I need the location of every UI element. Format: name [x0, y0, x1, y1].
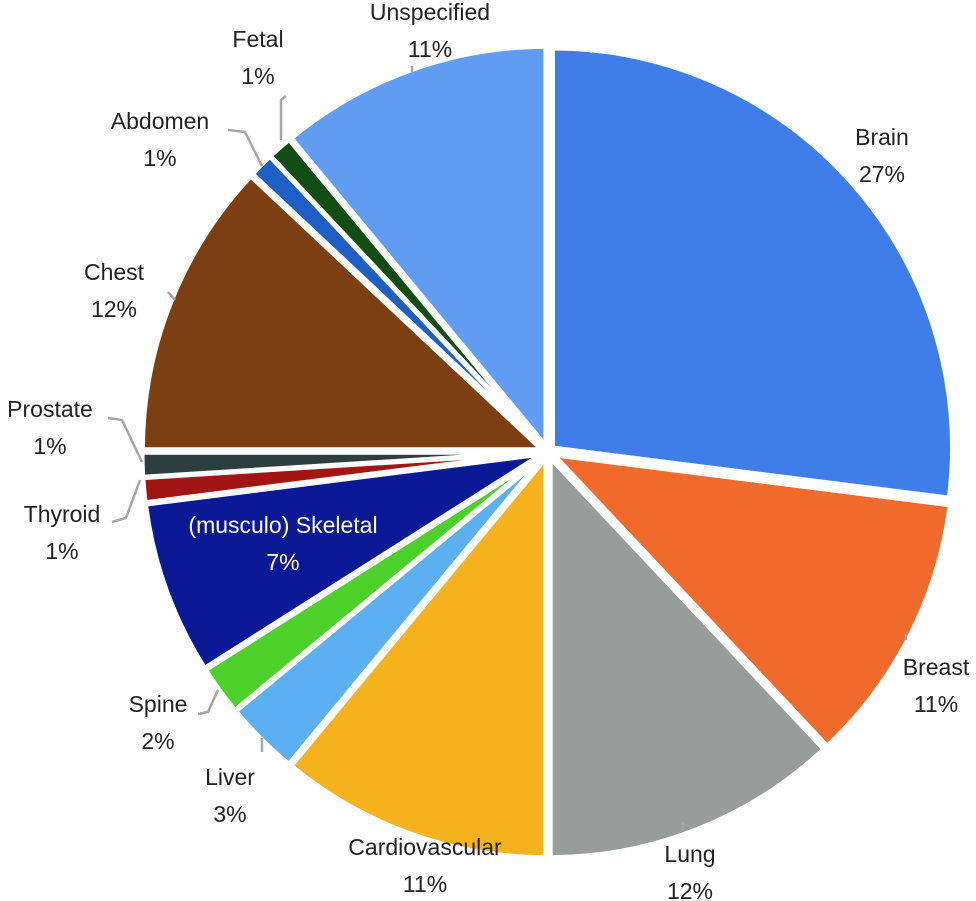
pie-slice-chest — [139, 173, 545, 453]
slice-name-spine: Spine — [129, 691, 188, 717]
slice-percent-lung: 12% — [667, 878, 713, 901]
slice-name-unspecified: Unspecified — [370, 0, 490, 25]
slice-label-abdomen: Abdomen 1% — [111, 108, 209, 171]
slice-percent-musculo-skeletal: 7% — [266, 549, 299, 575]
pie-slice-musculo-skeletal — [143, 451, 545, 671]
slice-name-abdomen: Abdomen — [111, 108, 209, 134]
slice-label-fetal: Fetal 1% — [232, 26, 283, 89]
leader-line-spine — [197, 689, 220, 716]
slice-name-breast: Breast — [903, 654, 970, 680]
slice-percent-brain: 27% — [859, 161, 905, 187]
slice-name-fetal: Fetal — [232, 26, 283, 52]
leader-lines — [107, 66, 908, 830]
slice-name-cardiovascular: Cardiovascular — [348, 834, 502, 860]
leader-line-thyroid — [111, 479, 142, 524]
slice-label-unspecified: Unspecified 11% — [370, 0, 490, 62]
slice-percent-abdomen: 1% — [143, 145, 176, 171]
pie-slice-cardiovascular — [288, 455, 549, 861]
pie-slices — [139, 43, 955, 861]
slice-percent-spine: 2% — [141, 728, 174, 754]
slice-label-spine: Spine 2% — [129, 691, 188, 754]
slice-label-musculo-skeletal: (musculo) Skeletal 7% — [188, 512, 377, 575]
slice-name-prostate: Prostate — [7, 396, 93, 422]
pie-slice-unspecified — [288, 43, 549, 449]
slice-percent-liver: 3% — [213, 801, 246, 827]
slice-labels: Brain 27% Breast 11% Lung 12% Cardiovascular 11… — [7, 0, 970, 901]
leader-line-chest — [167, 291, 176, 301]
pie-slice-brain — [550, 45, 955, 501]
slice-label-brain: Brain 27% — [855, 124, 909, 187]
slice-percent-thyroid: 1% — [45, 538, 78, 564]
slice-label-cardiovascular: Cardiovascular 11% — [348, 834, 502, 897]
slice-label-thyroid: Thyroid 1% — [24, 501, 101, 564]
leader-line-abdomen — [227, 128, 264, 167]
slice-name-thyroid: Thyroid — [24, 501, 101, 527]
slice-label-chest: Chest 12% — [84, 259, 145, 322]
slice-name-chest: Chest — [84, 259, 145, 285]
pie-slice-lung — [547, 455, 827, 861]
leader-line-prostate — [107, 416, 144, 463]
slice-label-liver: Liver 3% — [205, 764, 255, 827]
slice-name-musculo-skeletal: (musculo) Skeletal — [188, 512, 377, 538]
slice-percent-chest: 12% — [91, 296, 137, 322]
slice-label-lung: Lung 12% — [664, 841, 715, 901]
slice-name-brain: Brain — [855, 124, 909, 150]
slice-label-breast: Breast 11% — [903, 654, 970, 717]
leader-line-fetal — [279, 95, 287, 140]
slice-percent-breast: 11% — [914, 691, 958, 717]
slice-percent-cardiovascular: 11% — [403, 871, 447, 897]
slice-name-liver: Liver — [205, 764, 255, 790]
slice-percent-fetal: 1% — [241, 63, 274, 89]
slice-name-lung: Lung — [664, 841, 715, 867]
slice-percent-prostate: 1% — [33, 433, 66, 459]
slice-label-prostate: Prostate 1% — [7, 396, 93, 459]
slice-percent-unspecified: 11% — [408, 36, 452, 62]
pie-slice-breast — [550, 452, 953, 749]
